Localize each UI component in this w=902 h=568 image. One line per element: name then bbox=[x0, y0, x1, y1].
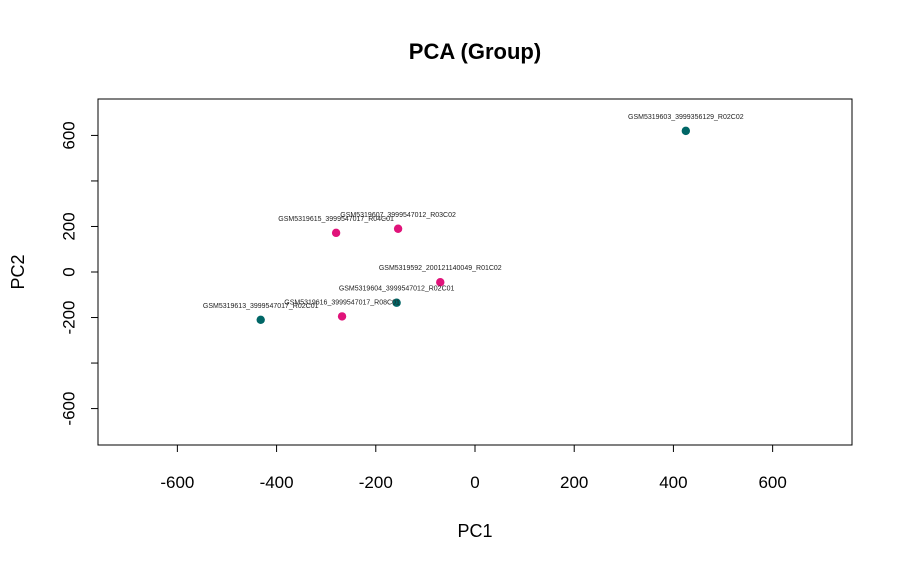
point-label: GSM5319607_3999547012_R03C02 bbox=[340, 212, 456, 219]
x-axis-label: PC1 bbox=[457, 521, 492, 541]
y-axis-label: PC2 bbox=[8, 254, 28, 289]
point-label: GSM5319603_3999356129_R02C02 bbox=[628, 114, 744, 121]
y-tick-label: -600 bbox=[59, 392, 78, 426]
data-point bbox=[392, 298, 401, 307]
data-point bbox=[337, 312, 347, 321]
y-tick-label: 0 bbox=[59, 267, 78, 276]
x-tick-label: 0 bbox=[470, 473, 479, 492]
point-label: GSM5319616_3999547017_R08C01 bbox=[284, 299, 400, 306]
x-axis: -600 -400 -200 0 200 400 600 bbox=[160, 445, 787, 492]
y-tick-label: 200 bbox=[59, 212, 78, 240]
y-axis: -600 -200 0 200 600 bbox=[59, 121, 98, 426]
y-tick-label: -200 bbox=[59, 301, 78, 335]
data-point bbox=[436, 278, 445, 287]
data-point bbox=[256, 315, 265, 325]
x-tick-label: -400 bbox=[260, 473, 294, 492]
point-labels: GSM5319603_3999356129_R02C02 GSM5319615_3… bbox=[203, 114, 744, 310]
x-tick-label: 600 bbox=[758, 473, 786, 492]
x-tick-label: -200 bbox=[359, 473, 393, 492]
chart-title: PCA (Group) bbox=[409, 39, 541, 64]
point-label: GSM5319615_3999547017_R04C01 bbox=[278, 216, 394, 223]
point-label: GSM5319604_3999547012_R02C01 bbox=[339, 286, 455, 293]
x-tick-label: -600 bbox=[160, 473, 194, 492]
point-label: GSM5319592_200121140049_R01C02 bbox=[379, 265, 502, 272]
x-tick-label: 200 bbox=[560, 473, 588, 492]
point-label: GSM5319613_3999547017_R02C01 bbox=[203, 303, 319, 310]
data-point bbox=[331, 228, 341, 238]
data-point bbox=[393, 224, 403, 233]
x-tick-label: 400 bbox=[659, 473, 687, 492]
y-tick-label: 600 bbox=[59, 121, 78, 149]
data-points bbox=[256, 126, 691, 325]
data-point bbox=[681, 126, 691, 136]
